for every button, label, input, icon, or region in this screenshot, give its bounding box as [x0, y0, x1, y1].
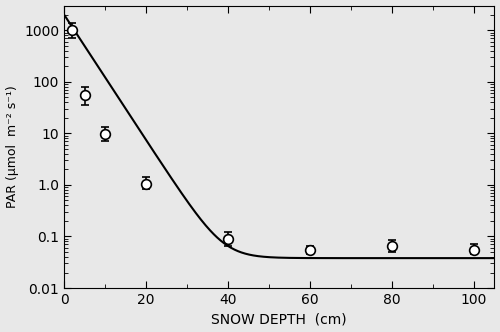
- X-axis label: SNOW DEPTH  (cm): SNOW DEPTH (cm): [212, 312, 347, 326]
- Y-axis label: PAR (μmol  m⁻² s⁻¹): PAR (μmol m⁻² s⁻¹): [6, 85, 18, 208]
